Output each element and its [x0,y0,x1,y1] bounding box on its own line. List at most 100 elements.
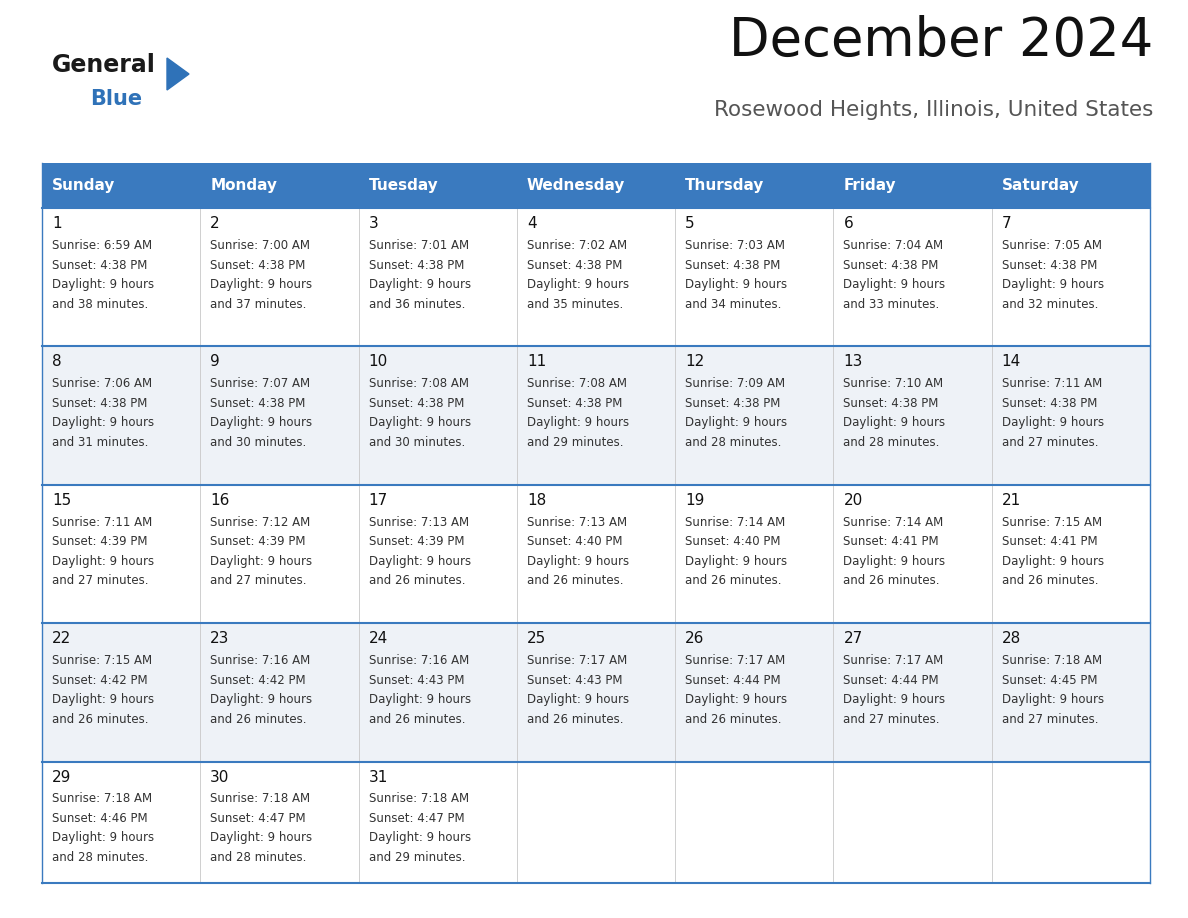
Text: Sunset: 4:39 PM: Sunset: 4:39 PM [52,535,147,548]
Text: and 26 minutes.: and 26 minutes. [368,575,465,588]
Text: and 27 minutes.: and 27 minutes. [1001,712,1098,725]
Text: Sunrise: 7:09 AM: Sunrise: 7:09 AM [685,377,785,390]
Text: Friday: Friday [843,178,896,193]
Text: Sunrise: 7:00 AM: Sunrise: 7:00 AM [210,239,310,252]
Text: Daylight: 9 hours: Daylight: 9 hours [210,278,312,291]
Text: and 28 minutes.: and 28 minutes. [210,851,307,864]
Text: Daylight: 9 hours: Daylight: 9 hours [368,554,470,567]
Text: Sunrise: 7:04 AM: Sunrise: 7:04 AM [843,239,943,252]
Text: Sunset: 4:39 PM: Sunset: 4:39 PM [368,535,465,548]
Text: 8: 8 [52,354,62,369]
Text: Sunrise: 7:18 AM: Sunrise: 7:18 AM [52,792,152,805]
Bar [42,163,1150,208]
Text: Sunset: 4:38 PM: Sunset: 4:38 PM [210,259,305,272]
Text: Sunset: 4:38 PM: Sunset: 4:38 PM [526,397,623,409]
Text: and 26 minutes.: and 26 minutes. [685,712,782,725]
Text: Sunrise: 7:17 AM: Sunrise: 7:17 AM [526,655,627,667]
Text: and 36 minutes.: and 36 minutes. [368,297,465,310]
Text: and 35 minutes.: and 35 minutes. [526,297,624,310]
Text: Sunrise: 7:08 AM: Sunrise: 7:08 AM [368,377,468,390]
Text: and 26 minutes.: and 26 minutes. [1001,575,1098,588]
Text: Daylight: 9 hours: Daylight: 9 hours [210,554,312,567]
Text: Sunset: 4:38 PM: Sunset: 4:38 PM [843,397,939,409]
Text: Sunset: 4:38 PM: Sunset: 4:38 PM [52,397,147,409]
Text: and 28 minutes.: and 28 minutes. [843,436,940,449]
Text: Sunset: 4:41 PM: Sunset: 4:41 PM [1001,535,1098,548]
Text: and 34 minutes.: and 34 minutes. [685,297,782,310]
Text: 25: 25 [526,632,546,646]
Text: 5: 5 [685,216,695,231]
Text: 4: 4 [526,216,537,231]
Text: Daylight: 9 hours: Daylight: 9 hours [843,554,946,567]
Text: Tuesday: Tuesday [368,178,438,193]
Bar [42,346,1150,485]
Text: and 28 minutes.: and 28 minutes. [52,851,148,864]
Text: Sunrise: 7:16 AM: Sunrise: 7:16 AM [210,655,310,667]
Text: Sunset: 4:38 PM: Sunset: 4:38 PM [685,259,781,272]
Text: and 32 minutes.: and 32 minutes. [1001,297,1098,310]
Text: Sunrise: 7:08 AM: Sunrise: 7:08 AM [526,377,627,390]
Text: 2: 2 [210,216,220,231]
Text: General: General [52,53,156,77]
Text: Daylight: 9 hours: Daylight: 9 hours [368,693,470,706]
Text: Saturday: Saturday [1001,178,1080,193]
Text: Blue: Blue [90,89,143,109]
Text: 29: 29 [52,769,71,785]
Text: Sunrise: 7:13 AM: Sunrise: 7:13 AM [368,516,469,529]
Text: 3: 3 [368,216,378,231]
Text: 9: 9 [210,354,220,369]
Text: Sunrise: 7:18 AM: Sunrise: 7:18 AM [368,792,469,805]
Text: Sunset: 4:38 PM: Sunset: 4:38 PM [1001,397,1097,409]
Text: Sunrise: 7:13 AM: Sunrise: 7:13 AM [526,516,627,529]
Text: Daylight: 9 hours: Daylight: 9 hours [843,278,946,291]
Text: 30: 30 [210,769,229,785]
Text: and 33 minutes.: and 33 minutes. [843,297,940,310]
Text: Daylight: 9 hours: Daylight: 9 hours [526,554,628,567]
Text: and 27 minutes.: and 27 minutes. [1001,436,1098,449]
Text: 20: 20 [843,493,862,508]
Text: Sunset: 4:44 PM: Sunset: 4:44 PM [843,674,939,687]
Text: 11: 11 [526,354,546,369]
Text: Sunrise: 7:10 AM: Sunrise: 7:10 AM [843,377,943,390]
Bar [42,623,1150,762]
Text: Daylight: 9 hours: Daylight: 9 hours [685,693,788,706]
Text: 17: 17 [368,493,387,508]
Text: Sunset: 4:47 PM: Sunset: 4:47 PM [210,812,307,825]
Text: Daylight: 9 hours: Daylight: 9 hours [526,693,628,706]
Text: Daylight: 9 hours: Daylight: 9 hours [368,417,470,430]
Text: Daylight: 9 hours: Daylight: 9 hours [685,554,788,567]
Text: Daylight: 9 hours: Daylight: 9 hours [843,693,946,706]
Text: and 26 minutes.: and 26 minutes. [368,712,465,725]
Text: Sunday: Sunday [52,178,115,193]
Text: and 38 minutes.: and 38 minutes. [52,297,148,310]
Text: 23: 23 [210,632,229,646]
Text: Daylight: 9 hours: Daylight: 9 hours [526,417,628,430]
Text: Sunset: 4:38 PM: Sunset: 4:38 PM [685,397,781,409]
Text: Monday: Monday [210,178,277,193]
Text: Sunrise: 7:15 AM: Sunrise: 7:15 AM [52,655,152,667]
Text: Sunset: 4:38 PM: Sunset: 4:38 PM [368,259,465,272]
Text: Sunrise: 6:59 AM: Sunrise: 6:59 AM [52,239,152,252]
Text: and 27 minutes.: and 27 minutes. [843,712,940,725]
Text: Sunset: 4:38 PM: Sunset: 4:38 PM [843,259,939,272]
Text: Daylight: 9 hours: Daylight: 9 hours [1001,693,1104,706]
Text: 1: 1 [52,216,62,231]
Text: Daylight: 9 hours: Daylight: 9 hours [685,278,788,291]
Text: Daylight: 9 hours: Daylight: 9 hours [52,832,154,845]
Text: Sunset: 4:46 PM: Sunset: 4:46 PM [52,812,147,825]
Text: Sunset: 4:38 PM: Sunset: 4:38 PM [52,259,147,272]
Text: Sunrise: 7:12 AM: Sunrise: 7:12 AM [210,516,310,529]
Text: Daylight: 9 hours: Daylight: 9 hours [52,417,154,430]
Text: 12: 12 [685,354,704,369]
Text: Daylight: 9 hours: Daylight: 9 hours [52,278,154,291]
Text: 10: 10 [368,354,387,369]
Text: Sunset: 4:38 PM: Sunset: 4:38 PM [368,397,465,409]
Text: Daylight: 9 hours: Daylight: 9 hours [210,832,312,845]
Bar [42,762,1150,883]
Text: Sunset: 4:41 PM: Sunset: 4:41 PM [843,535,939,548]
Text: 15: 15 [52,493,71,508]
Text: 19: 19 [685,493,704,508]
Text: Daylight: 9 hours: Daylight: 9 hours [368,278,470,291]
Text: Daylight: 9 hours: Daylight: 9 hours [1001,554,1104,567]
Text: Sunset: 4:40 PM: Sunset: 4:40 PM [685,535,781,548]
